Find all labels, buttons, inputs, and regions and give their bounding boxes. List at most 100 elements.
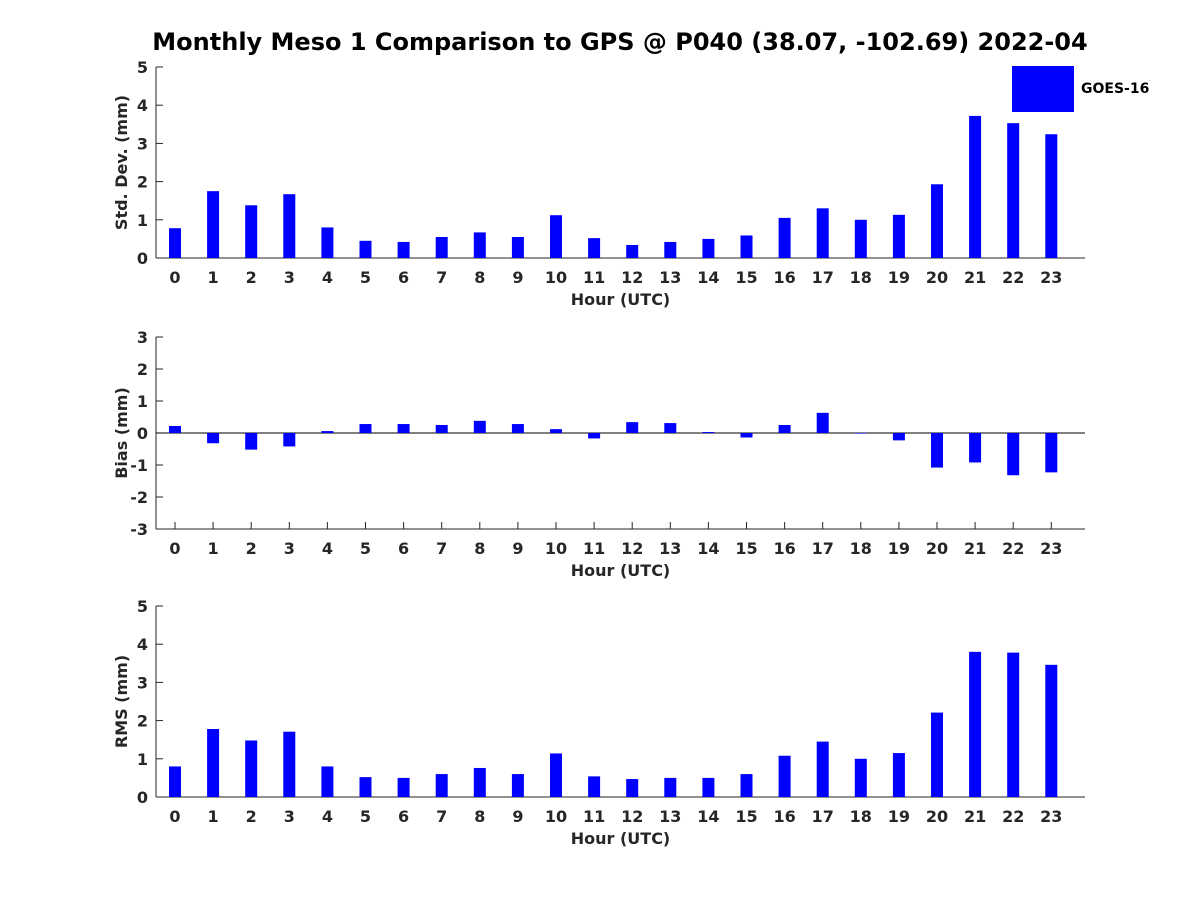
bar [397, 777, 410, 797]
x-tick-label: 2 [246, 807, 257, 826]
bar [892, 433, 905, 441]
bar [435, 236, 448, 258]
y-tick-label: 3 [137, 673, 148, 692]
y-axis-label: Std. Dev. (mm) [112, 95, 131, 230]
x-tick-label: 18 [850, 268, 872, 287]
bar [892, 214, 905, 258]
bar [816, 412, 829, 433]
bar [969, 651, 982, 797]
x-tick-label: 19 [888, 268, 910, 287]
bar [664, 241, 677, 258]
bar [359, 240, 372, 258]
x-tick-label: 20 [926, 807, 948, 826]
x-tick-label: 3 [284, 539, 295, 558]
bar [283, 731, 296, 797]
x-tick-label: 10 [545, 539, 567, 558]
bar [588, 776, 601, 797]
x-tick-label: 21 [964, 539, 986, 558]
x-tick-label: 7 [436, 539, 447, 558]
bar [397, 424, 410, 433]
bar [931, 184, 943, 258]
x-tick-label: 17 [812, 539, 834, 558]
bar [854, 758, 867, 797]
bar [702, 238, 715, 258]
x-tick-label: 20 [926, 539, 948, 558]
legend: GOES-16 [1012, 66, 1162, 112]
bar [550, 753, 562, 797]
y-tick-label: -2 [130, 488, 148, 507]
x-tick-label: 12 [621, 268, 643, 287]
x-tick-label: 21 [964, 268, 986, 287]
x-tick-label: 0 [169, 268, 180, 287]
y-tick-label: -1 [130, 456, 148, 475]
bar [740, 433, 753, 438]
x-tick-label: 4 [322, 268, 333, 287]
bar [207, 433, 220, 444]
x-tick-label: 0 [169, 807, 180, 826]
bar [969, 115, 982, 259]
y-tick-label: 3 [137, 328, 148, 347]
y-tick-label: -3 [130, 520, 148, 539]
x-tick-label: 14 [697, 807, 719, 826]
x-tick-label: 13 [659, 268, 681, 287]
bar [321, 766, 334, 797]
x-tick-label: 15 [735, 268, 757, 287]
bar [245, 740, 258, 797]
x-tick-label: 18 [850, 539, 872, 558]
x-tick-label: 9 [512, 268, 523, 287]
y-tick-label: 3 [137, 134, 148, 153]
bar [626, 245, 639, 258]
x-tick-label: 23 [1040, 268, 1062, 287]
bar [1007, 123, 1020, 259]
bar [169, 228, 181, 258]
bar [283, 433, 296, 447]
x-tick-label: 22 [1002, 807, 1024, 826]
x-tick-label: 12 [621, 807, 643, 826]
bar [931, 433, 943, 468]
bar [245, 433, 258, 450]
y-tick-label: 5 [137, 58, 148, 77]
x-tick-label: 2 [246, 268, 257, 287]
bar [550, 429, 562, 433]
x-tick-label: 10 [545, 807, 567, 826]
x-tick-label: 15 [735, 539, 757, 558]
x-tick-label: 18 [850, 807, 872, 826]
bar [816, 741, 829, 797]
bar [626, 422, 639, 433]
x-tick-label: 8 [474, 539, 485, 558]
x-tick-label: 17 [812, 268, 834, 287]
bar [740, 774, 753, 797]
x-axis-label: Hour (UTC) [571, 290, 671, 309]
x-tick-label: 13 [659, 539, 681, 558]
bar [588, 433, 601, 439]
bar [854, 219, 867, 258]
x-tick-label: 0 [169, 539, 180, 558]
bar [321, 431, 334, 433]
x-tick-label: 6 [398, 539, 409, 558]
x-tick-label: 8 [474, 268, 485, 287]
x-tick-label: 8 [474, 807, 485, 826]
bar [778, 217, 791, 258]
x-tick-label: 23 [1040, 539, 1062, 558]
x-axis-label: Hour (UTC) [571, 561, 671, 580]
bar [778, 755, 791, 797]
x-tick-label: 4 [322, 807, 333, 826]
x-tick-label: 6 [398, 807, 409, 826]
x-tick-label: 7 [436, 268, 447, 287]
x-tick-label: 3 [284, 807, 295, 826]
bar [1045, 664, 1058, 797]
legend-label: GOES-16 [1081, 81, 1150, 97]
x-tick-label: 5 [360, 807, 371, 826]
bar [816, 208, 829, 258]
y-tick-label: 4 [137, 96, 148, 115]
bar [702, 777, 715, 797]
bar [740, 235, 753, 258]
bar [550, 215, 562, 258]
legend-swatch [1012, 66, 1074, 112]
y-axis-label: RMS (mm) [112, 655, 131, 748]
y-axis-label: Bias (mm) [112, 387, 131, 479]
x-tick-label: 17 [812, 807, 834, 826]
bar [473, 420, 486, 433]
bar [588, 238, 601, 258]
